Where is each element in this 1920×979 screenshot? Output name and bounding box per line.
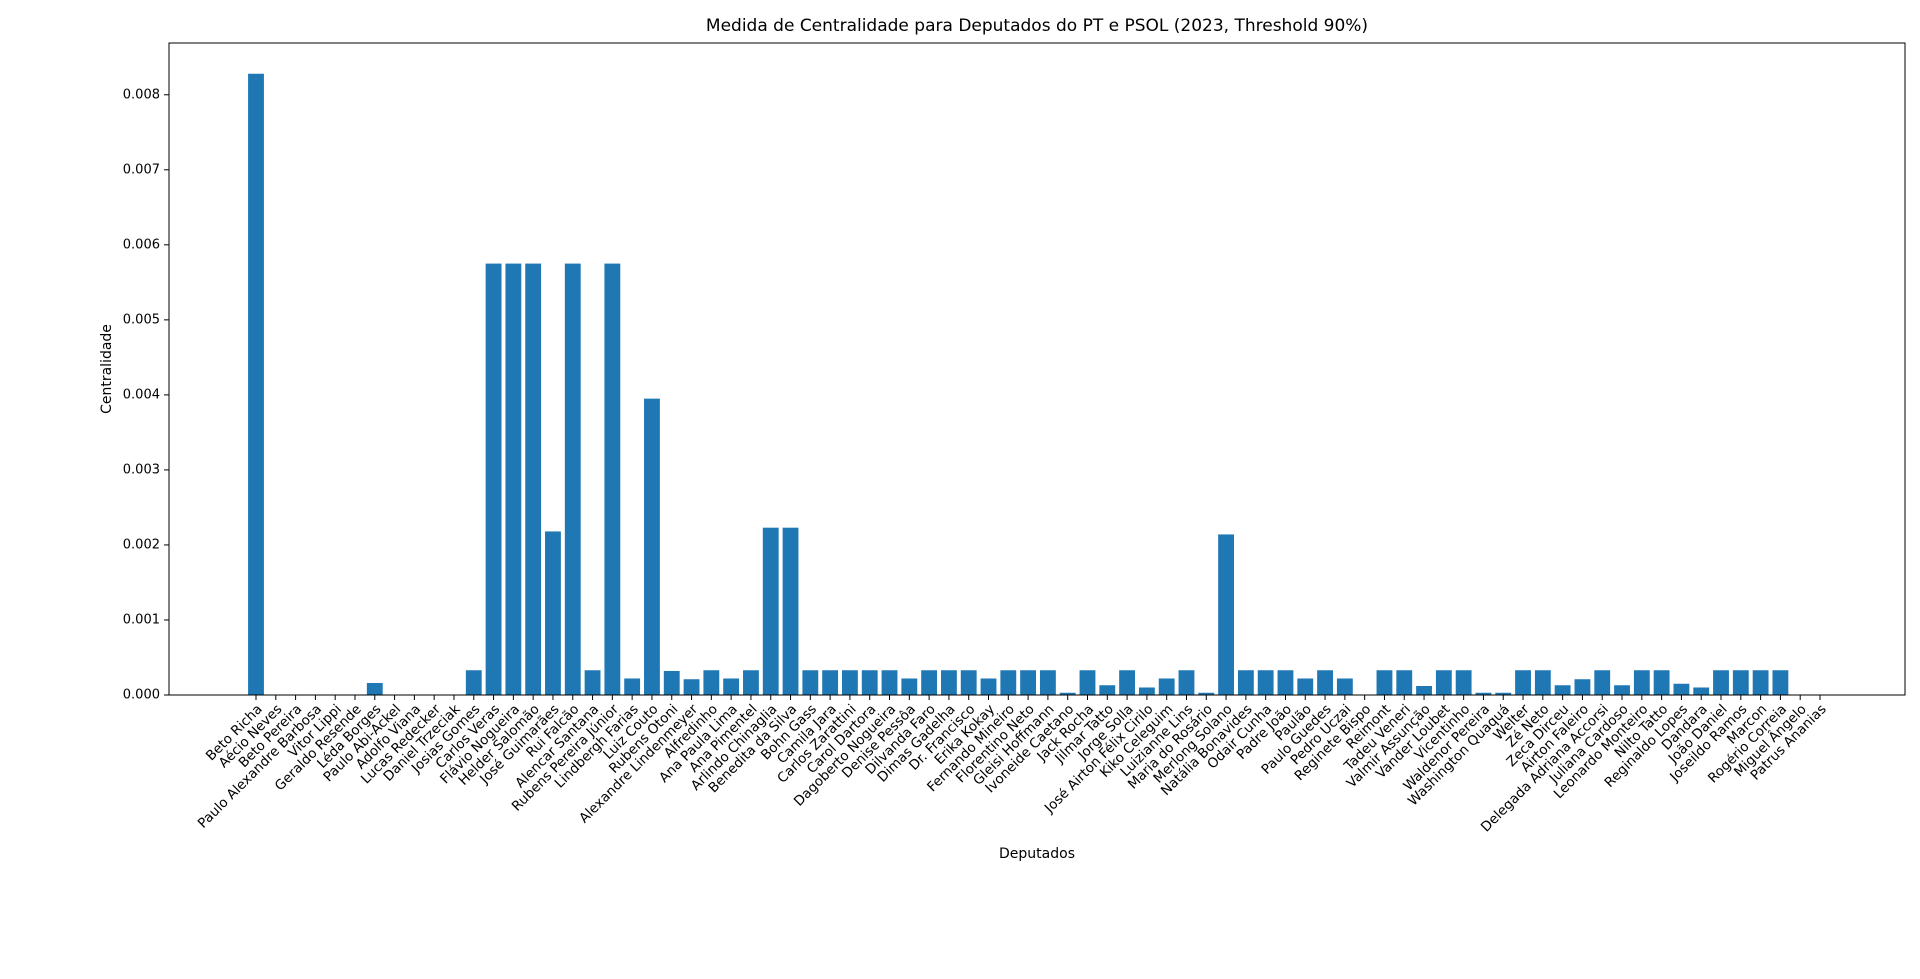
bar bbox=[624, 678, 641, 695]
bar bbox=[980, 678, 997, 695]
bar bbox=[881, 670, 898, 695]
y-tick-label: 0.002 bbox=[123, 537, 160, 552]
bar bbox=[1158, 678, 1175, 695]
bar bbox=[1515, 670, 1531, 695]
bar bbox=[1218, 534, 1234, 695]
bar bbox=[842, 670, 858, 695]
bar bbox=[901, 678, 918, 695]
bar bbox=[762, 527, 779, 695]
bar bbox=[1396, 670, 1413, 695]
y-tick-label: 0.004 bbox=[123, 387, 160, 402]
bar bbox=[802, 670, 819, 695]
bar bbox=[1693, 687, 1710, 695]
bar bbox=[1554, 685, 1571, 695]
y-tick-label: 0.003 bbox=[123, 462, 160, 477]
bar bbox=[1772, 670, 1789, 695]
bar bbox=[1713, 670, 1729, 695]
bar bbox=[683, 679, 700, 695]
bar bbox=[584, 670, 601, 695]
bar bbox=[1594, 670, 1611, 695]
bar bbox=[505, 263, 522, 695]
bar bbox=[921, 670, 938, 695]
bar bbox=[743, 670, 759, 695]
bar bbox=[960, 670, 977, 695]
bar bbox=[1099, 685, 1116, 695]
bar bbox=[1574, 679, 1591, 695]
bar bbox=[644, 398, 660, 695]
bar bbox=[564, 263, 581, 695]
bar bbox=[1435, 670, 1452, 695]
bar bbox=[1653, 670, 1670, 695]
bar bbox=[1237, 670, 1254, 695]
bar bbox=[1277, 670, 1294, 695]
bar bbox=[465, 670, 482, 695]
bar bbox=[1317, 670, 1333, 695]
bar bbox=[1673, 683, 1690, 695]
bar bbox=[1257, 670, 1274, 695]
bar bbox=[822, 670, 839, 695]
plot-frame bbox=[168, 42, 1906, 696]
y-tick-label: 0.005 bbox=[123, 312, 160, 327]
y-tick-label: 0.007 bbox=[123, 162, 160, 177]
y-tick-label: 0.000 bbox=[123, 688, 160, 703]
bar bbox=[703, 670, 720, 695]
y-axis-label: Centralidade bbox=[99, 324, 115, 414]
bar bbox=[1455, 670, 1472, 695]
bar bbox=[1633, 670, 1650, 695]
bar bbox=[1732, 670, 1749, 695]
bar bbox=[1020, 670, 1037, 695]
chart-title: Medida de Centralidade para Deputados do… bbox=[706, 16, 1368, 36]
bar bbox=[604, 263, 621, 695]
bar bbox=[861, 670, 878, 695]
bar bbox=[1079, 670, 1096, 695]
bar bbox=[1336, 678, 1353, 695]
bar bbox=[1297, 678, 1314, 695]
bar bbox=[1376, 670, 1393, 695]
bar bbox=[940, 670, 957, 695]
bar bbox=[1475, 692, 1492, 695]
bar bbox=[663, 670, 680, 695]
y-tick-label: 0.008 bbox=[123, 87, 160, 102]
bar bbox=[366, 682, 383, 695]
bar bbox=[545, 531, 561, 695]
bar bbox=[1119, 670, 1136, 695]
x-axis-label: Deputados bbox=[999, 846, 1075, 862]
bar bbox=[1039, 670, 1056, 695]
bar bbox=[723, 678, 740, 695]
bar bbox=[485, 263, 502, 695]
bar bbox=[1059, 692, 1076, 695]
bar bbox=[1416, 685, 1432, 695]
bar bbox=[1495, 692, 1512, 695]
bar bbox=[1000, 670, 1017, 695]
bar bbox=[248, 73, 264, 696]
bar bbox=[1138, 687, 1155, 695]
bar bbox=[1198, 692, 1215, 695]
bar bbox=[1752, 670, 1769, 695]
bar bbox=[525, 263, 542, 695]
y-tick-label: 0.001 bbox=[123, 612, 160, 627]
y-tick-label: 0.006 bbox=[123, 237, 160, 252]
bar bbox=[1614, 685, 1630, 695]
bar bbox=[782, 527, 799, 695]
bar bbox=[1178, 670, 1195, 695]
bar bbox=[1534, 670, 1551, 695]
